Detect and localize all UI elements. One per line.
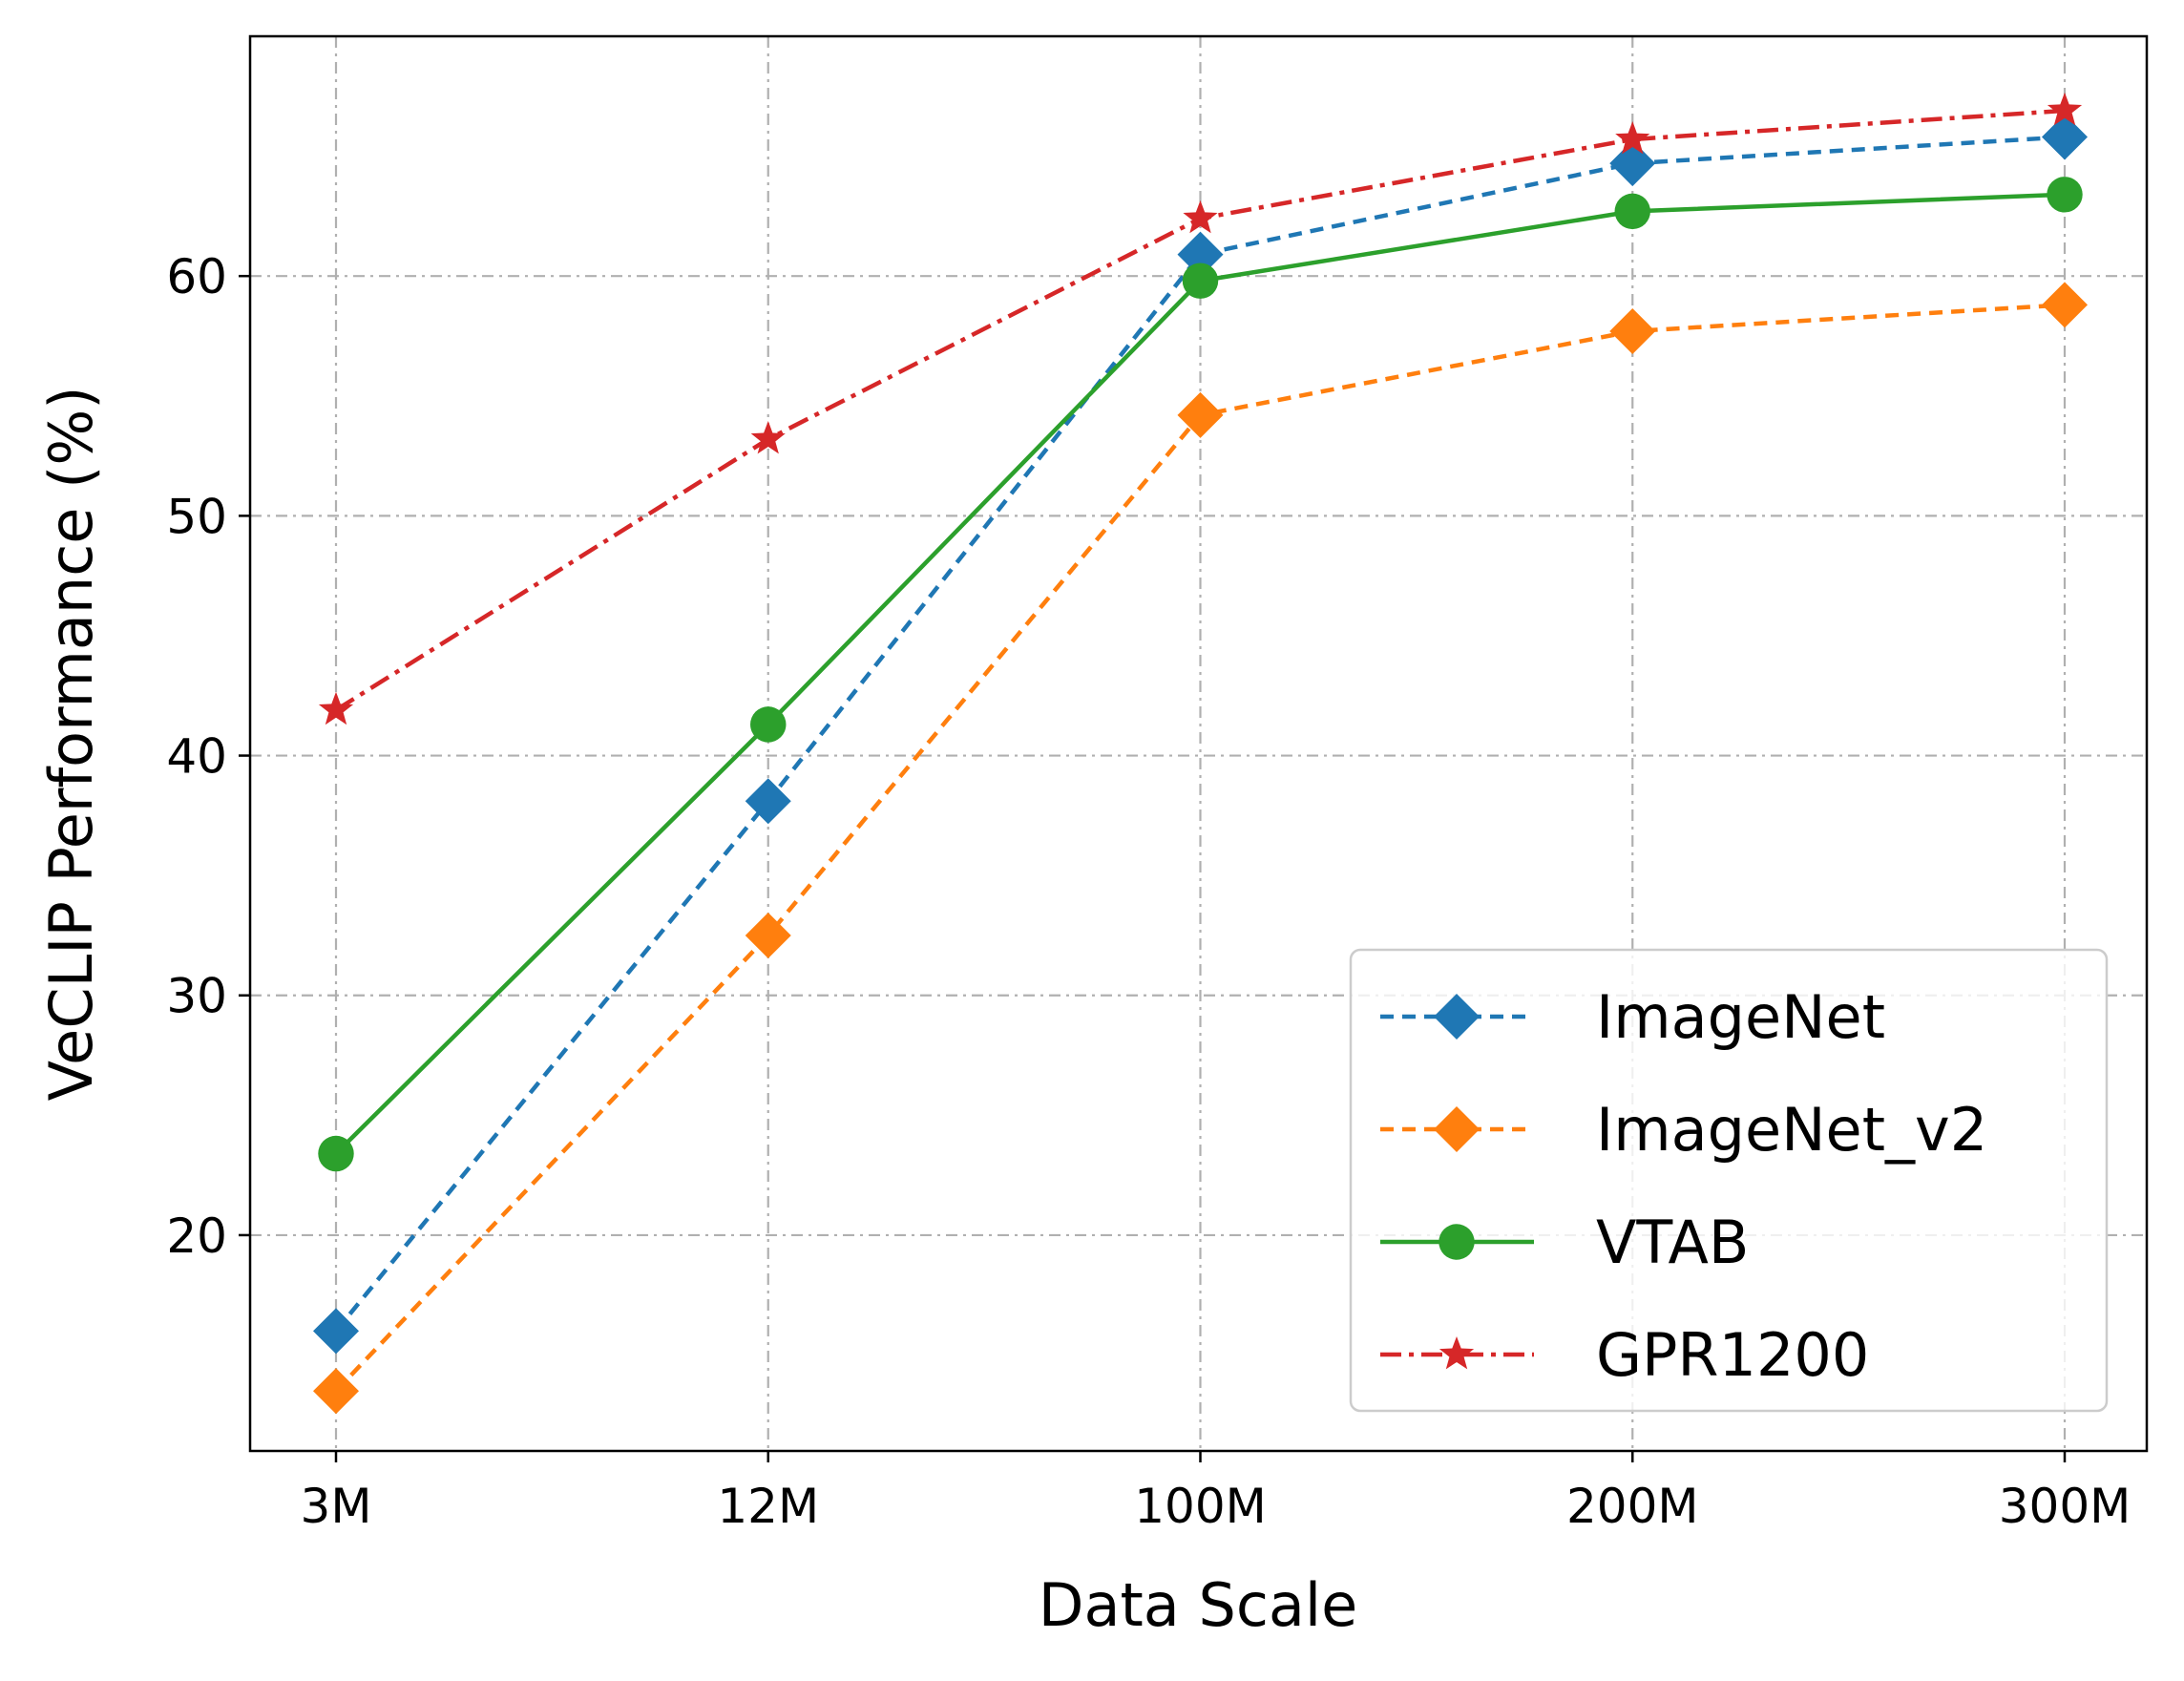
y-tick-label: 40 (166, 729, 227, 785)
legend-item: ImageNet_v2 (1380, 1095, 1987, 1165)
series-layer (313, 92, 2088, 1415)
x-tick-label: 300M (1999, 1479, 2132, 1534)
y-tick-label: 50 (166, 489, 227, 544)
legend-item: GPR1200 (1380, 1320, 1869, 1390)
ticks-layer: 3M 12M 100M 200M 300M 20 30 40 50 60 (166, 249, 2131, 1534)
x-axis-title: Data Scale (1039, 1570, 1358, 1640)
legend-marker (1438, 1224, 1475, 1260)
data-point (2047, 177, 2083, 213)
legend-box (1349, 948, 2109, 1413)
series-line (334, 135, 2066, 1333)
legend-marker (1438, 1336, 1475, 1370)
data-point (318, 1135, 354, 1172)
y-tick-label: 30 (166, 969, 227, 1024)
legend-label: GPR1200 (1596, 1320, 1869, 1390)
plot-frame (248, 34, 2149, 1453)
legend-item: ImageNet (1380, 982, 1885, 1052)
data-point (750, 706, 787, 743)
data-point (1183, 200, 1218, 234)
legend-item: VTAB (1380, 1208, 1749, 1277)
data-point (745, 778, 791, 825)
legend-items: ImageNet ImageNet_v2 VTAB GPR1200 (1380, 982, 1987, 1390)
data-point (318, 691, 354, 725)
y-axis-title: VeCLIP Performance (%) (36, 387, 106, 1102)
data-point (313, 1308, 359, 1355)
data-point (2047, 92, 2083, 126)
legend-label: ImageNet (1596, 982, 1885, 1052)
legend-marker (1434, 1106, 1480, 1152)
x-tick-label: 3M (301, 1479, 372, 1534)
data-point (1614, 193, 1650, 230)
legend: ImageNet ImageNet_v2 VTAB GPR1200 (1349, 948, 2109, 1413)
data-point (2042, 282, 2088, 328)
legend-marker (1434, 994, 1480, 1040)
data-point (1609, 140, 1656, 187)
data-point (1182, 263, 1219, 299)
data-point (750, 421, 786, 454)
x-tick-label: 12M (717, 1479, 819, 1534)
series-vtab (318, 177, 2083, 1172)
data-point (2042, 114, 2088, 160)
series-gpr1200 (318, 92, 2083, 725)
x-tick-label: 200M (1566, 1479, 1699, 1534)
legend-label: VTAB (1596, 1208, 1749, 1277)
y-tick-label: 20 (166, 1208, 227, 1264)
series-imagenet-v2 (313, 282, 2088, 1415)
data-point (313, 1368, 359, 1415)
data-point (1177, 231, 1224, 278)
series-imagenet (313, 114, 2088, 1355)
x-tick-label: 100M (1134, 1479, 1267, 1534)
data-point (1609, 307, 1656, 354)
data-point (1615, 121, 1650, 155)
data-point (1177, 391, 1224, 438)
data-point (745, 912, 791, 958)
legend-label: ImageNet_v2 (1596, 1095, 1987, 1165)
y-tick-label: 60 (166, 249, 227, 305)
